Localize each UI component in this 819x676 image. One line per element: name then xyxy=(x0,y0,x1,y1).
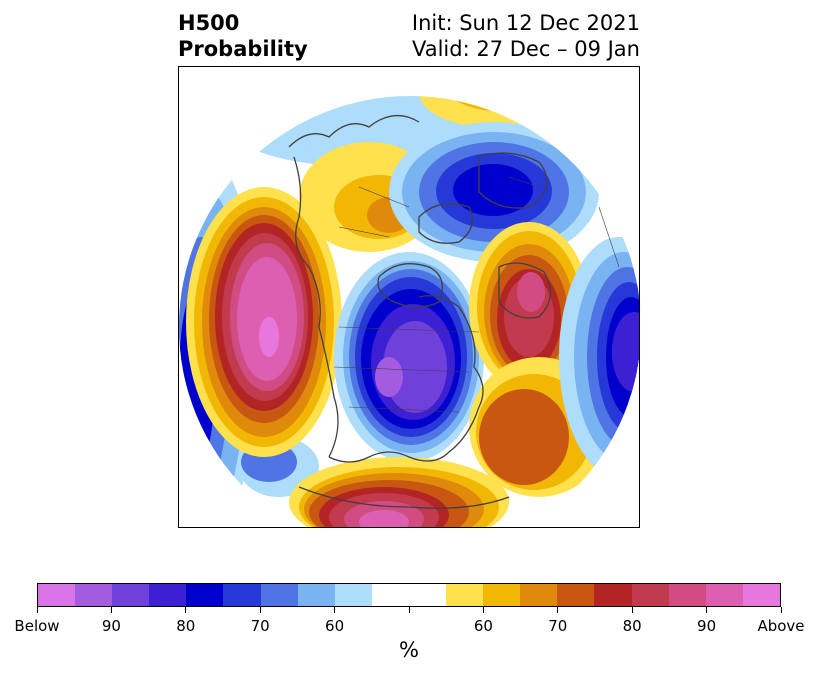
central-america-coast xyxy=(298,486,510,509)
colorbar-cell xyxy=(297,584,335,606)
pacific-coast xyxy=(293,156,339,458)
colorbar-cell xyxy=(446,584,484,606)
arctic-coast xyxy=(288,115,420,148)
colorbar-tick xyxy=(408,607,410,613)
colorbar-tick-label: 90 xyxy=(697,617,717,635)
central-low-anomaly xyxy=(334,252,484,462)
arctic-high-65 xyxy=(477,96,537,97)
arctic-high-60 xyxy=(449,96,549,111)
colorbar xyxy=(37,583,781,607)
colorbar-cell xyxy=(260,584,298,606)
gulf-high-90 xyxy=(359,510,409,527)
colorbar-tick-label: 80 xyxy=(176,617,196,635)
colorbar-unit-label: % xyxy=(399,638,419,662)
colorbar-tick xyxy=(36,607,38,613)
atlantic-coast xyxy=(418,295,484,408)
state-borders xyxy=(333,326,480,413)
subtropical-high-70 xyxy=(479,389,569,485)
colorbar-cell xyxy=(334,584,372,606)
chart-title: H500 Probability xyxy=(178,10,308,62)
colorbar-tick-label: 70 xyxy=(548,617,568,635)
colorbar-cell xyxy=(742,584,780,606)
colorbar-cell xyxy=(371,584,409,606)
colorbar-cell xyxy=(594,584,632,606)
europe-outline xyxy=(498,262,551,319)
map-panel xyxy=(178,66,640,528)
globe xyxy=(179,96,639,527)
atlantic-high-anomaly xyxy=(469,222,589,392)
colorbar-tick xyxy=(557,607,559,613)
colorbar-tick-label: Above xyxy=(757,617,805,635)
central-low-90 xyxy=(375,357,403,397)
colorbar-tick-label: 60 xyxy=(325,617,345,635)
colorbar-tick xyxy=(706,607,708,613)
colorbar-cell xyxy=(520,584,558,606)
init-date: Init: Sun 12 Dec 2021 xyxy=(411,11,640,35)
colorbar-tick xyxy=(631,607,633,613)
colorbar-cell xyxy=(631,584,669,606)
title-product: Probability xyxy=(178,37,308,61)
colorbar-tick-label: 80 xyxy=(622,617,642,635)
pacific-high-anomaly xyxy=(186,187,342,457)
country-borders xyxy=(338,176,620,268)
colorbar-tick-label: Below xyxy=(14,617,60,635)
pacific-high-95 xyxy=(259,317,279,357)
colorbar-cell xyxy=(668,584,706,606)
colorbar-tick-label: 90 xyxy=(101,617,121,635)
colorbar-cell xyxy=(149,584,187,606)
colorbar-tick xyxy=(334,607,336,613)
colorbar-cell xyxy=(557,584,595,606)
hudson-bay xyxy=(377,263,443,308)
colorbar-tick xyxy=(259,607,261,613)
colorbar-tick xyxy=(482,607,484,613)
colorbar-cell xyxy=(705,584,743,606)
greenland-outline xyxy=(418,203,473,244)
colorbar-tick xyxy=(185,607,187,613)
colorbar-cell xyxy=(408,584,447,606)
colorbar-tick xyxy=(780,607,782,613)
colorbar-cell xyxy=(483,584,521,606)
colorbar-cell xyxy=(223,584,261,606)
scandinavia-outline xyxy=(478,152,548,209)
europe-low-75 xyxy=(453,164,533,216)
colorbar-tick-label: 60 xyxy=(473,617,493,635)
subtropical-atlantic-high xyxy=(469,357,609,497)
siberia-low-80 xyxy=(612,312,639,392)
gulf-coast xyxy=(328,406,480,463)
colorbar-cell xyxy=(75,584,113,606)
chart-dates: Init: Sun 12 Dec 2021 Valid: 27 Dec – 09… xyxy=(412,10,640,62)
probability-map xyxy=(179,96,639,527)
siberia-low-anomaly xyxy=(559,237,639,477)
colorbar-cell xyxy=(38,584,76,606)
title-variable: H500 xyxy=(178,11,240,35)
colorbar-tick-label: 70 xyxy=(250,617,270,635)
colorbar-cell xyxy=(112,584,150,606)
valid-period: Valid: 27 Dec – 09 Jan xyxy=(411,37,640,61)
colorbar-tick xyxy=(110,607,112,613)
colorbar-cell xyxy=(186,584,224,606)
atlantic-high-85 xyxy=(517,272,545,312)
